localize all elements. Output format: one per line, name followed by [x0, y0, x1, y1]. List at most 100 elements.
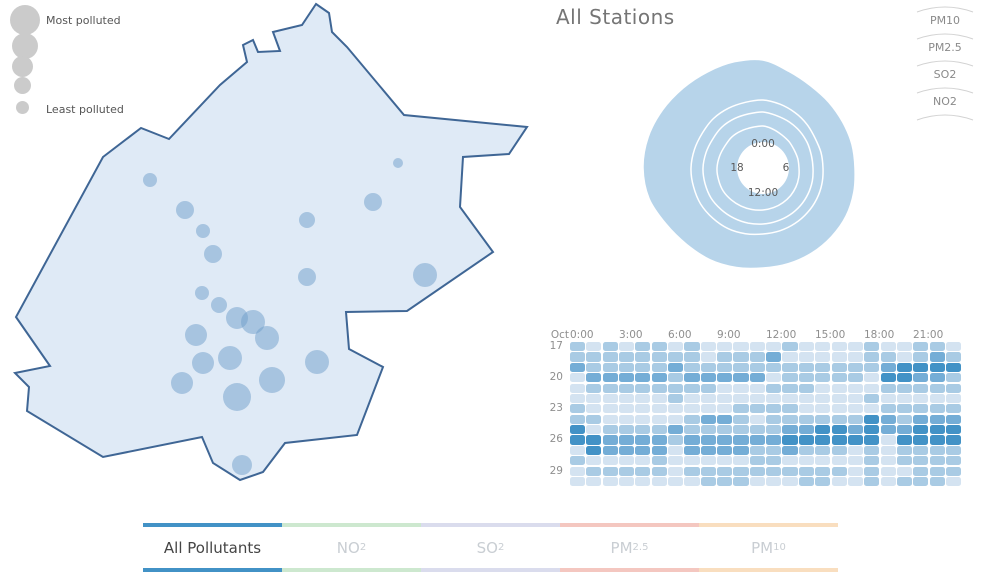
heatmap-cell[interactable] — [570, 476, 586, 487]
heatmap-cell[interactable] — [684, 373, 700, 383]
tab-no2[interactable]: NO 2 — [282, 523, 421, 572]
heatmap-cell[interactable] — [749, 393, 765, 404]
heatmap-cell[interactable] — [733, 425, 749, 435]
heatmap-cell[interactable] — [945, 414, 961, 424]
heatmap-cell[interactable] — [896, 342, 912, 352]
heatmap-cell[interactable] — [847, 342, 863, 352]
heatmap-cell[interactable] — [684, 393, 700, 404]
heatmap-cell[interactable] — [913, 383, 929, 393]
heatmap-cell[interactable] — [929, 393, 945, 404]
heatmap-cell[interactable] — [782, 414, 798, 424]
heatmap-cell[interactable] — [945, 383, 961, 393]
heatmap-cell[interactable] — [749, 435, 765, 445]
heatmap-cell[interactable] — [602, 362, 618, 372]
heatmap-cell[interactable] — [798, 393, 814, 404]
heatmap-cell[interactable] — [815, 435, 831, 445]
heatmap-cell[interactable] — [684, 362, 700, 372]
heatmap-cell[interactable] — [700, 414, 716, 424]
heatmap-cell[interactable] — [700, 352, 716, 362]
heatmap-cell[interactable] — [847, 476, 863, 487]
heatmap-cell[interactable] — [766, 373, 782, 383]
pollutant-button-pm25[interactable]: PM2.5 — [928, 41, 962, 54]
heatmap-cell[interactable] — [896, 393, 912, 404]
pollutant-button-pm10[interactable]: PM10 — [929, 14, 961, 27]
heatmap-cell[interactable] — [586, 466, 602, 476]
heatmap-cell[interactable] — [619, 393, 635, 404]
heatmap-cell[interactable] — [733, 404, 749, 414]
heatmap-cell[interactable] — [864, 425, 880, 435]
heatmap-cell[interactable] — [766, 383, 782, 393]
heatmap-cell[interactable] — [749, 362, 765, 372]
heatmap-cell[interactable] — [749, 383, 765, 393]
heatmap-cell[interactable] — [651, 445, 667, 455]
station-bubble[interactable] — [298, 268, 316, 286]
heatmap-cell[interactable] — [602, 352, 618, 362]
heatmap-cell[interactable] — [864, 352, 880, 362]
heatmap-cell[interactable] — [831, 476, 847, 487]
heatmap-cell[interactable] — [717, 445, 733, 455]
heatmap-cell[interactable] — [668, 476, 684, 487]
heatmap-cell[interactable] — [880, 393, 896, 404]
heatmap-cell[interactable] — [782, 445, 798, 455]
heatmap-cell[interactable] — [570, 414, 586, 424]
heatmap-cell[interactable] — [831, 414, 847, 424]
heatmap-cell[interactable] — [619, 383, 635, 393]
station-bubble[interactable] — [195, 286, 209, 300]
heatmap-cell[interactable] — [798, 352, 814, 362]
heatmap-cell[interactable] — [847, 373, 863, 383]
heatmap-cell[interactable] — [668, 373, 684, 383]
heatmap-cell[interactable] — [880, 445, 896, 455]
heatmap-cell[interactable] — [880, 404, 896, 414]
station-bubble[interactable] — [204, 245, 222, 263]
heatmap-cell[interactable] — [815, 373, 831, 383]
heatmap-cell[interactable] — [880, 466, 896, 476]
heatmap-cell[interactable] — [684, 425, 700, 435]
heatmap-cell[interactable] — [602, 404, 618, 414]
heatmap-cell[interactable] — [847, 425, 863, 435]
heatmap-cell[interactable] — [864, 362, 880, 372]
heatmap-cell[interactable] — [570, 435, 586, 445]
heatmap-cell[interactable] — [717, 435, 733, 445]
heatmap-cell[interactable] — [880, 456, 896, 466]
heatmap-cell[interactable] — [831, 352, 847, 362]
station-bubble[interactable] — [413, 263, 437, 287]
heatmap-cell[interactable] — [717, 456, 733, 466]
heatmap-cell[interactable] — [815, 383, 831, 393]
heatmap-cell[interactable] — [733, 393, 749, 404]
heatmap-cell[interactable] — [586, 414, 602, 424]
heatmap-cell[interactable] — [782, 466, 798, 476]
heatmap-cell[interactable] — [831, 362, 847, 372]
heatmap-cell[interactable] — [945, 362, 961, 372]
heatmap-cell[interactable] — [831, 445, 847, 455]
heatmap-cell[interactable] — [635, 425, 651, 435]
heatmap-cell[interactable] — [929, 414, 945, 424]
heatmap-cell[interactable] — [651, 362, 667, 372]
heatmap-cell[interactable] — [896, 456, 912, 466]
heatmap-cell[interactable] — [798, 373, 814, 383]
heatmap-cell[interactable] — [684, 435, 700, 445]
heatmap-cell[interactable] — [733, 362, 749, 372]
heatmap-cell[interactable] — [864, 342, 880, 352]
heatmap-cell[interactable] — [651, 352, 667, 362]
heatmap-cell[interactable] — [570, 383, 586, 393]
heatmap-cell[interactable] — [749, 425, 765, 435]
heatmap-cell[interactable] — [668, 383, 684, 393]
heatmap-cell[interactable] — [602, 476, 618, 487]
heatmap-cell[interactable] — [717, 393, 733, 404]
heatmap-cell[interactable] — [749, 476, 765, 487]
station-bubble[interactable] — [393, 158, 403, 168]
heatmap-cell[interactable] — [831, 425, 847, 435]
heatmap-cell[interactable] — [880, 373, 896, 383]
heatmap-cell[interactable] — [815, 362, 831, 372]
heatmap-cell[interactable] — [815, 456, 831, 466]
heatmap-cell[interactable] — [913, 393, 929, 404]
heatmap-cell[interactable] — [880, 383, 896, 393]
heatmap-cell[interactable] — [586, 425, 602, 435]
heatmap-cell[interactable] — [619, 466, 635, 476]
heatmap-cell[interactable] — [945, 466, 961, 476]
heatmap-cell[interactable] — [586, 435, 602, 445]
heatmap-cell[interactable] — [929, 383, 945, 393]
station-bubble[interactable] — [259, 367, 285, 393]
heatmap-cell[interactable] — [700, 404, 716, 414]
heatmap-cell[interactable] — [766, 414, 782, 424]
